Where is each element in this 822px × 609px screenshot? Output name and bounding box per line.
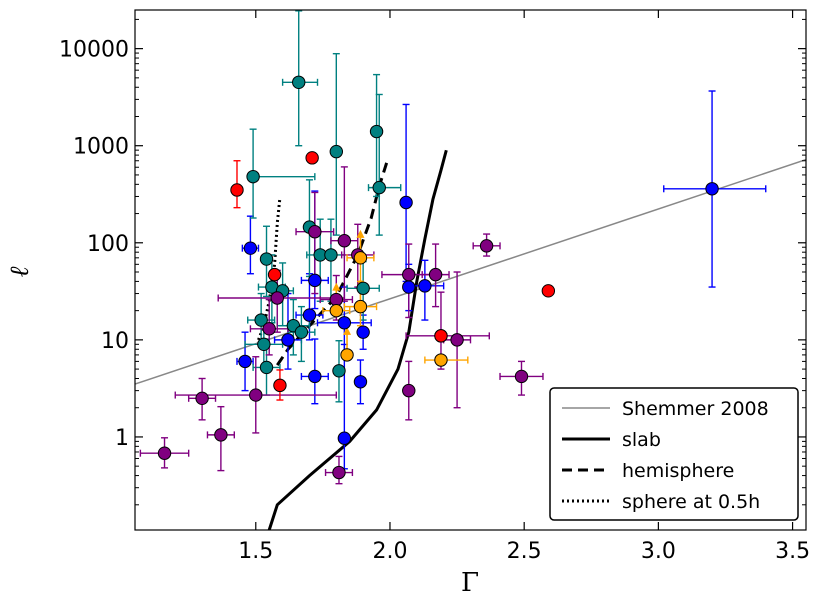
point-teal-8 [259,252,274,266]
line-slab [267,149,448,530]
point-purple-7 [337,234,352,248]
point-teal-16 [259,360,274,375]
point-purple-17 [514,369,529,384]
point-blue-4 [356,325,370,339]
point-teal-15 [257,337,271,352]
point-purple-13 [402,383,416,398]
point-blue-10 [308,369,322,384]
point-orange-2 [329,303,343,318]
point-blue-9 [302,308,317,322]
point-purple-5 [270,291,284,305]
point-blue-11 [281,333,295,347]
point-orange-3 [340,348,354,362]
point-red-5 [541,284,556,298]
point-blue-0 [705,182,719,196]
legend-label-3: sphere at 0.5h [622,491,760,513]
point-blue-3 [402,280,416,294]
point-teal-4 [372,180,386,195]
point-red-4 [434,329,448,343]
point-blue-2 [418,279,432,293]
x-tick-label: 1.5 [238,539,273,564]
y-tick-label: 10000 [59,38,129,63]
point-orange-1 [353,299,368,314]
legend-label-0: Shemmer 2008 [622,398,769,420]
point-purple-1 [195,391,209,406]
point-purple-10 [332,465,346,480]
y-tick-label: 10 [101,329,129,354]
line-shemmer-2008 [135,158,806,385]
legend-label-2: hemisphere [622,460,734,482]
legend-label-1: slab [622,429,661,451]
point-purple-6 [308,225,322,239]
point-blue-8 [308,273,322,288]
points-layer [157,75,719,480]
point-purple-4 [262,322,276,336]
x-tick-label: 2.5 [507,539,542,564]
y-tick-label: 1 [115,426,129,451]
legend: Shemmer 2008 slab hemisphere sphere at 0.5h [549,387,799,521]
point-teal-0 [292,75,306,89]
point-blue-7 [337,431,352,445]
plot-frame [134,9,807,531]
point-orange-0 [353,251,368,265]
y-axis-label: ℓ [5,266,35,277]
y-tick-label: 100 [87,232,129,257]
point-red-2 [267,267,282,282]
point-teal-3 [246,169,260,184]
point-teal-11 [356,281,370,295]
axis-ticks-layer: 1.5 2.0 2.5 3.0 3.5 1 10 100 1000 10000 [59,10,810,564]
point-teal-7 [324,248,338,262]
point-purple-0 [157,446,172,460]
x-tick-label: 3.5 [775,539,810,564]
point-teal-1 [369,124,384,139]
point-purple-2 [214,428,228,442]
point-purple-16 [479,239,494,253]
point-orange-4 [434,353,448,367]
point-blue-13 [243,241,258,255]
point-teal-17 [332,364,346,378]
upper-limit-arrow-orange-2 [332,282,341,291]
point-red-0 [230,183,244,197]
point-teal-14 [294,325,309,339]
point-red-1 [305,151,319,165]
point-purple-3 [249,388,263,402]
point-purple-9 [329,292,343,307]
point-teal-2 [329,144,343,159]
point-teal-12 [254,313,268,327]
point-purple-15 [450,333,464,347]
point-blue-1 [399,195,413,210]
point-blue-5 [353,375,368,389]
x-tick-label: 2.0 [372,539,407,564]
point-purple-11 [402,267,416,282]
point-blue-6 [337,316,352,330]
point-blue-12 [238,354,252,369]
x-axis-label: Γ [461,568,479,598]
upper-limit-arrow-orange-0 [356,229,365,238]
point-purple-12 [428,267,443,282]
legend-box [549,387,799,521]
x-tick-label: 3.0 [641,539,676,564]
y-tick-label: 1000 [73,135,129,160]
point-red-3 [273,378,287,393]
upper-limit-arrow-orange-3 [343,326,352,335]
